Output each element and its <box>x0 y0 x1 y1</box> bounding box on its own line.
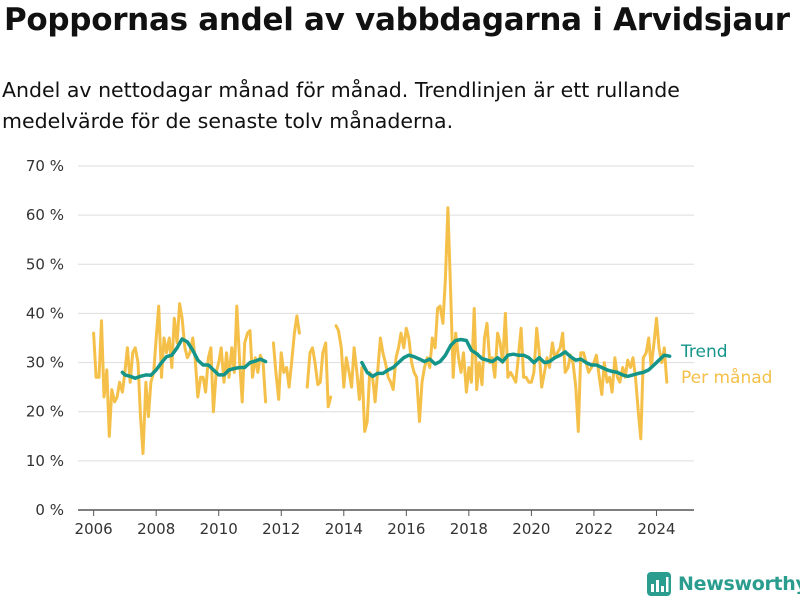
y-tick-label: 60 % <box>26 206 64 224</box>
trend-line <box>360 337 672 379</box>
y-tick-label: 20 % <box>26 403 64 421</box>
legend-trend-label: Trend <box>680 342 728 362</box>
x-tick-label: 2014 <box>325 520 363 538</box>
y-tick-label: 10 % <box>26 452 64 470</box>
y-tick-label: 40 % <box>26 304 64 322</box>
x-tick-label: 2006 <box>75 520 113 538</box>
bar-chart-logo-icon <box>647 572 671 596</box>
monthly-share-line <box>334 206 669 441</box>
legend: Trend Per månad <box>680 342 772 388</box>
x-tick-label: 2024 <box>637 520 675 538</box>
monthly-share-line <box>305 341 333 409</box>
legend-monthly-label: Per månad <box>681 367 772 388</box>
x-tick-label: 2022 <box>575 520 613 538</box>
x-axis: 2006 2008 2010 2012 2014 2016 2018 2020 2022 2024 <box>75 509 694 538</box>
x-tick-label: 2008 <box>137 520 175 538</box>
newsworthy-logo: Newsworthy <box>646 571 800 597</box>
x-tick-label: 2018 <box>450 520 488 538</box>
x-tick-label: 2016 <box>387 520 425 538</box>
series-lines <box>92 206 672 455</box>
y-tick-label: 30 % <box>26 354 64 372</box>
y-tick-label: 50 % <box>26 255 64 273</box>
brand-name: Newsworthy <box>678 573 800 595</box>
trend-line <box>120 337 268 381</box>
y-axis: 0 % 10 % 20 % 30 % 40 % 50 % 60 % 70 % <box>26 157 64 519</box>
chart-title: Poppornas andel av vabbdagarna i Arvidsj… <box>4 2 790 38</box>
y-tick-label: 70 % <box>26 157 64 175</box>
x-tick-label: 2012 <box>262 520 300 538</box>
y-tick-label: 0 % <box>35 501 64 519</box>
gridlines <box>78 165 694 462</box>
monthly-share-line <box>92 302 268 455</box>
x-tick-label: 2020 <box>512 520 550 538</box>
chart-subtitle: Andel av nettodagar månad för månad. Tre… <box>2 78 680 133</box>
x-tick-label: 2010 <box>200 520 238 538</box>
monthly-share-line <box>271 314 301 401</box>
